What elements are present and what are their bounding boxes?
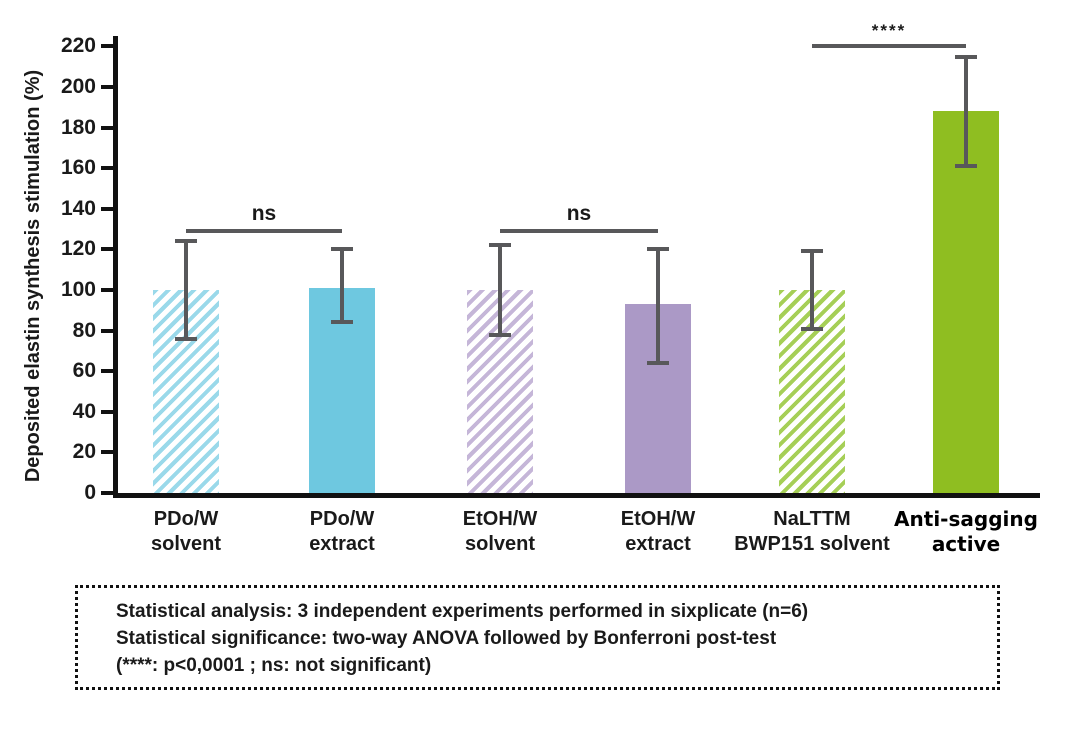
- error-bar-cap-bottom: [801, 326, 823, 331]
- y-tick-mark: [101, 85, 113, 89]
- statistics-note-box: Statistical analysis: 3 independent expe…: [75, 585, 1000, 690]
- error-bar-line: [656, 249, 660, 364]
- y-tick-label: 40: [72, 399, 96, 423]
- error-bar-cap-bottom: [647, 361, 669, 366]
- significance-label: ns: [251, 202, 277, 226]
- x-category-label-line2: active: [931, 532, 1001, 556]
- error-bar-cap-top: [647, 247, 669, 252]
- significance-label: ns: [566, 202, 592, 226]
- y-tick-label: 160: [60, 156, 96, 180]
- significance-bracket-line: [500, 229, 658, 234]
- y-tick-label: 200: [60, 75, 96, 98]
- error-bar-line: [964, 56, 968, 167]
- x-category-label: PDo/W solvent: [91, 507, 281, 557]
- error-bar-line: [810, 251, 814, 329]
- error-bar-cap-top: [489, 243, 511, 248]
- y-tick-mark: [101, 409, 113, 414]
- y-tick-label: 100: [60, 278, 96, 301]
- x-category-label-line2: solvent: [464, 533, 536, 555]
- significance-bracket-line: [186, 229, 342, 234]
- x-category-label: PDo/W extract: [247, 507, 437, 557]
- error-bar-cap-bottom: [331, 320, 353, 325]
- y-tick-label: 120: [60, 237, 96, 261]
- error-bar-cap-top: [175, 239, 197, 244]
- y-tick-mark: [101, 125, 113, 130]
- significance-bracket-line: [812, 44, 966, 49]
- error-bar-cap-top: [955, 54, 977, 59]
- error-bar-cap-bottom: [489, 332, 511, 337]
- statistics-note-line-3: (****: p<0,0001 ; ns: not significant): [116, 655, 432, 676]
- error-bar-line: [340, 249, 344, 323]
- y-tick-mark: [101, 44, 113, 49]
- x-category-label-line2: extract: [625, 533, 691, 555]
- y-tick-mark: [101, 206, 113, 211]
- x-category-label: EtOH/W solvent: [405, 507, 595, 557]
- y-tick-mark: [101, 369, 113, 374]
- y-tick-mark: [101, 288, 113, 292]
- y-tick-mark: [101, 166, 113, 171]
- significance-label: ****: [871, 21, 907, 41]
- x-axis-line: [113, 493, 1040, 498]
- x-category-label: EtOH/W extract: [563, 507, 753, 557]
- x-category-label-line1: PDo/W: [153, 508, 219, 530]
- error-bar-cap-top: [801, 249, 823, 254]
- x-category-label-line1: EtOH/W: [462, 508, 538, 530]
- x-category-label: NaLTTM BWP151 solvent: [717, 507, 907, 557]
- y-tick-label: 220: [60, 34, 96, 58]
- statistics-note-line-1: Statistical analysis: 3 independent expe…: [116, 601, 809, 622]
- y-tick-label: 80: [72, 318, 96, 342]
- error-bar-cap-top: [331, 247, 353, 252]
- x-category-label: Anti-sagging active: [871, 507, 1061, 557]
- y-tick-mark: [101, 491, 113, 495]
- y-tick-label: 0: [84, 481, 96, 504]
- error-bar-line: [498, 245, 502, 335]
- y-tick-label: 180: [60, 115, 96, 139]
- x-category-label-line1: Anti-sagging: [894, 507, 1038, 531]
- x-category-label-line1: EtOH/W: [620, 508, 696, 530]
- x-category-label-line1: PDo/W: [309, 508, 375, 530]
- bar-6: [933, 111, 999, 493]
- x-category-label-line1: NaLTTM: [773, 508, 851, 530]
- x-category-label-line2: extract: [309, 533, 375, 555]
- statistics-note-line-2: Statistical significance: two-way ANOVA …: [116, 628, 777, 649]
- error-bar-line: [184, 241, 188, 339]
- y-tick-mark: [101, 328, 113, 333]
- x-category-label-line2: BWP151 solvent: [734, 533, 890, 555]
- y-tick-label: 140: [60, 196, 96, 220]
- y-tick-mark: [101, 450, 113, 455]
- y-tick-label: 20: [72, 440, 96, 464]
- y-tick-label: 60: [72, 359, 96, 383]
- y-axis-line: [113, 36, 118, 498]
- error-bar-cap-bottom: [955, 164, 977, 169]
- error-bar-cap-bottom: [175, 336, 197, 341]
- x-category-label-line2: solvent: [150, 533, 222, 555]
- y-tick-mark: [101, 247, 113, 252]
